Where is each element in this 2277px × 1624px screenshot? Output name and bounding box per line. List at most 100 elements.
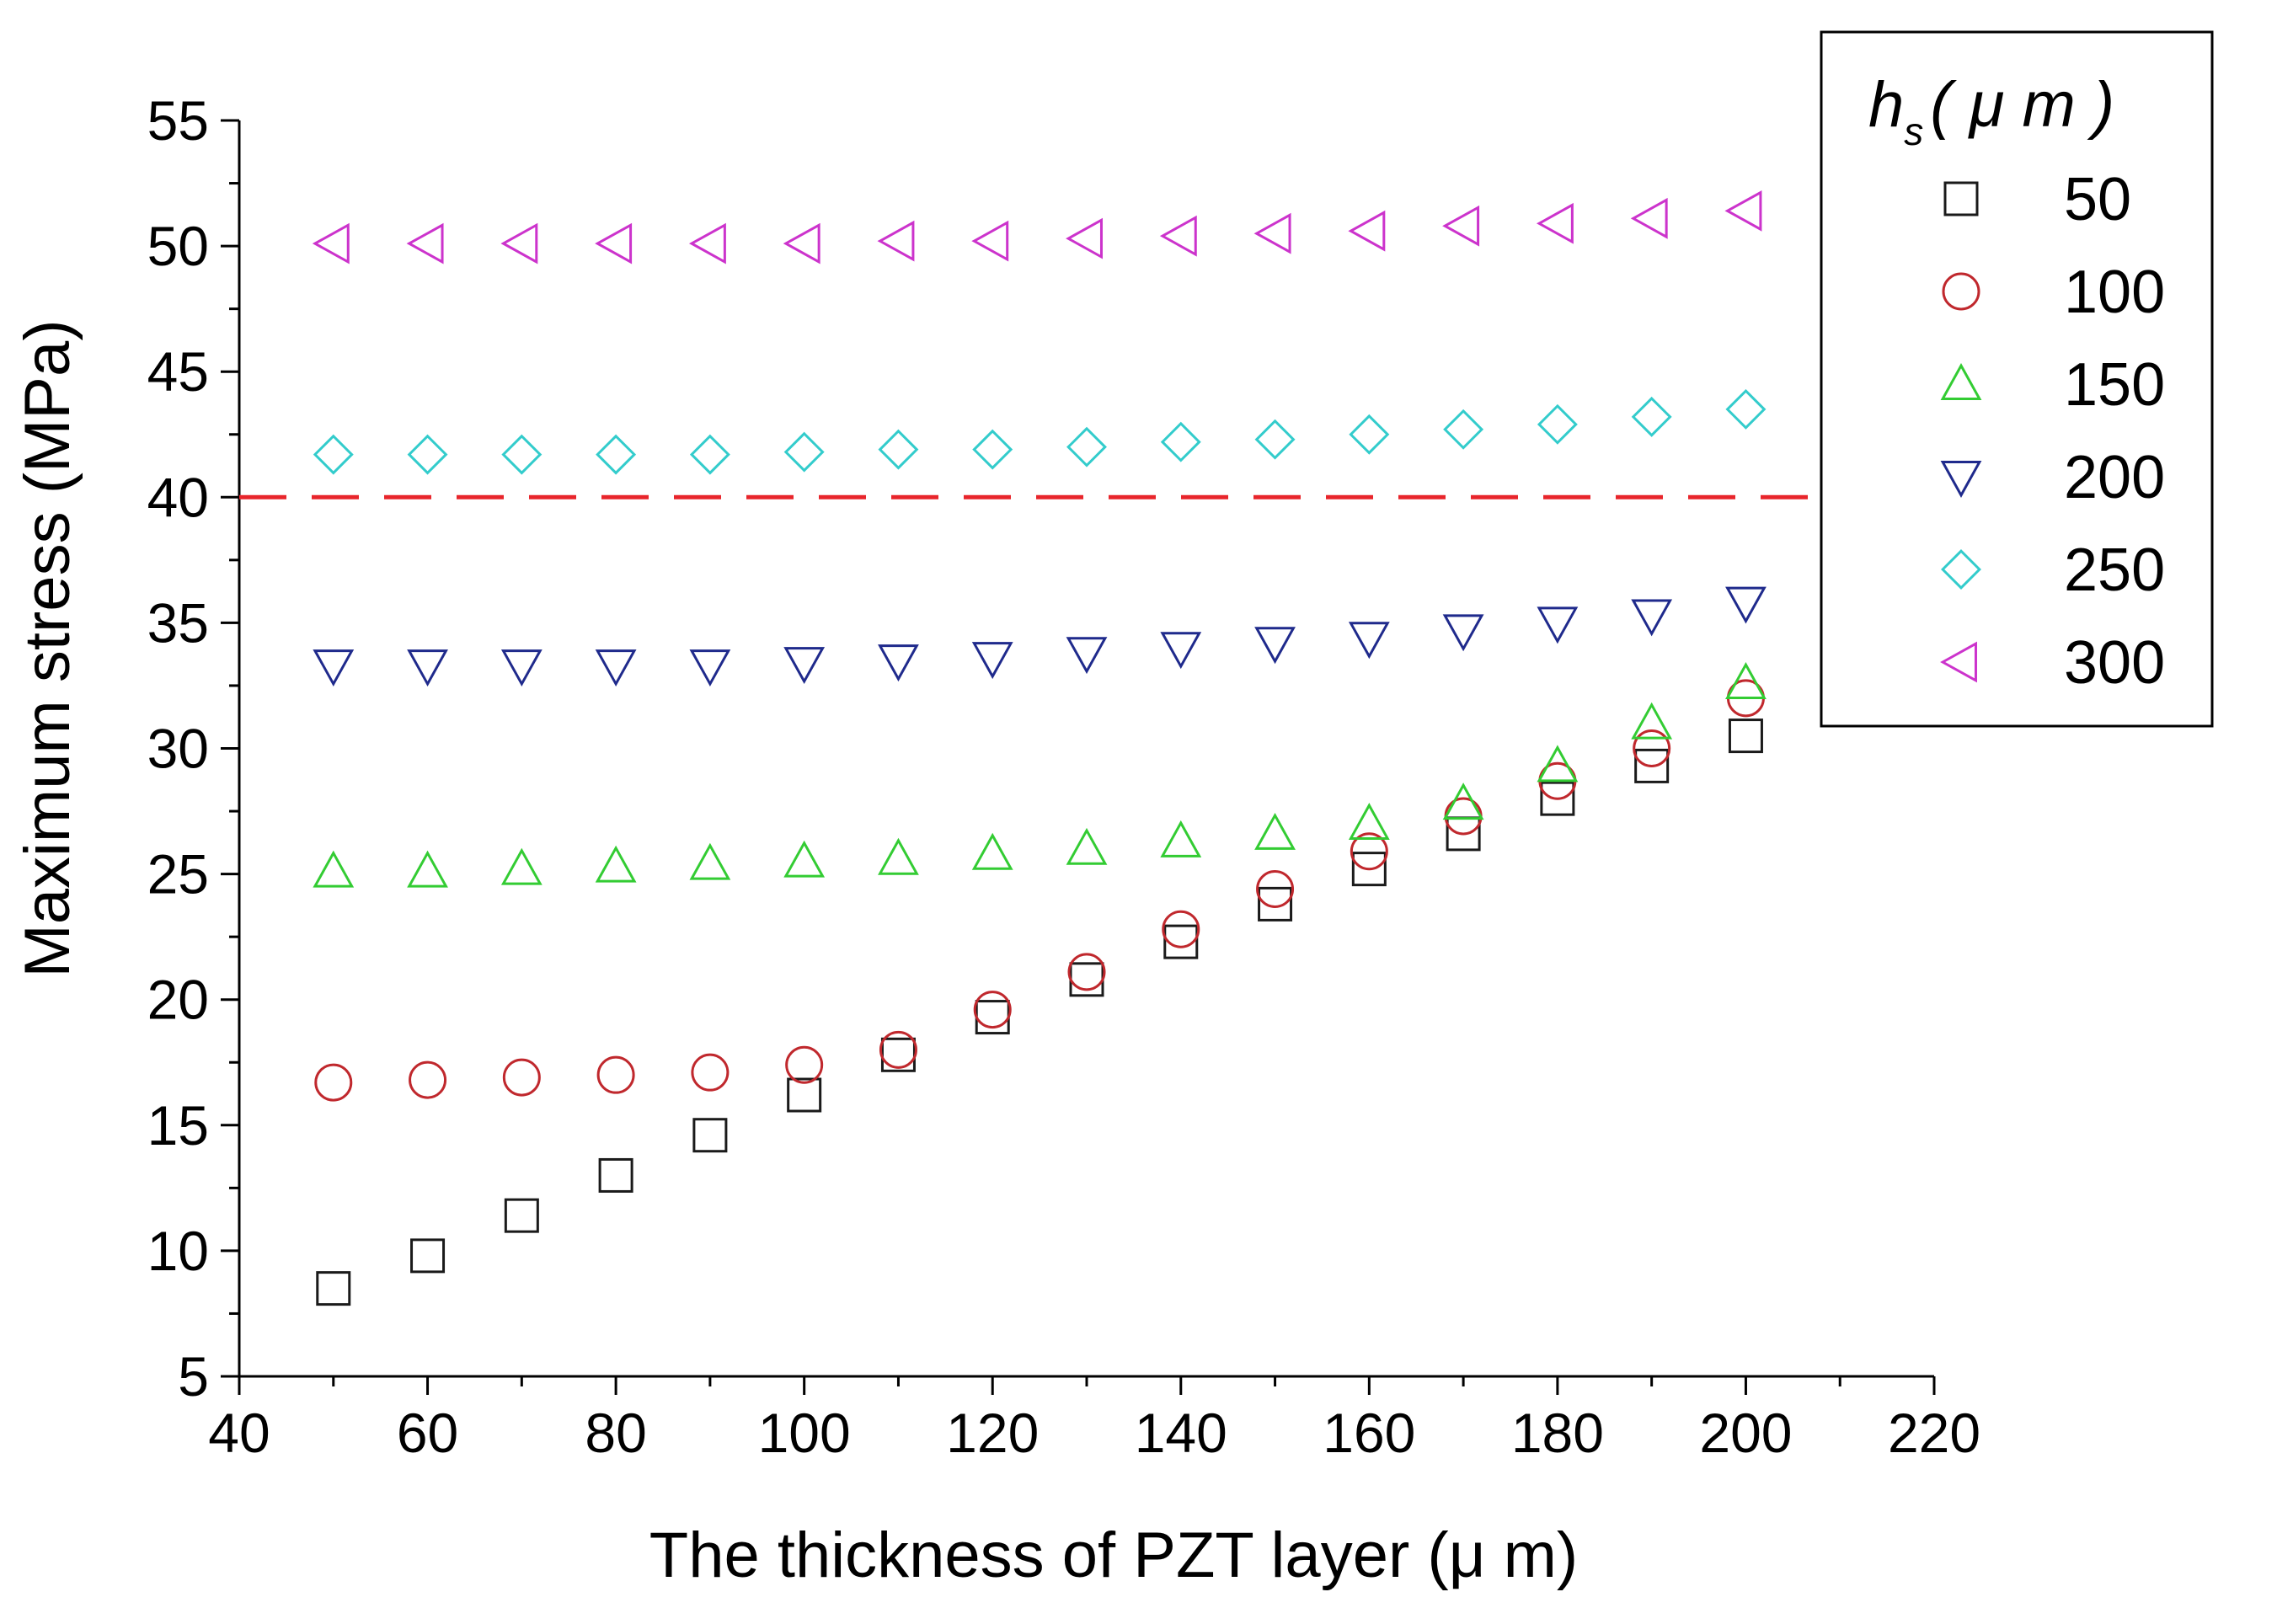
data-point (312, 222, 350, 264)
data-point (1631, 396, 1672, 437)
x-tick-label: 80 (585, 1402, 646, 1464)
data-point (1728, 719, 1763, 754)
data-point (880, 1037, 916, 1072)
data-point (596, 434, 637, 475)
legend-entry-50: 50 (1943, 166, 2131, 233)
data-point (1258, 886, 1293, 922)
x-tick-label: 120 (946, 1402, 1039, 1464)
legend-entry-200: 200 (1940, 444, 2165, 511)
data-point (501, 434, 543, 475)
data-point (783, 431, 825, 473)
data-point (500, 649, 543, 687)
data-point (971, 832, 1013, 870)
y-tick-label: 55 (147, 89, 209, 152)
legend-label: 50 (2064, 166, 2131, 233)
data-point (783, 840, 826, 878)
series-150 (313, 662, 1767, 888)
data-point (1254, 627, 1296, 665)
data-point (407, 649, 448, 687)
legend-marker (1943, 181, 1979, 216)
data-point (1444, 797, 1483, 836)
data-point (1537, 745, 1579, 783)
x-tick-label: 160 (1323, 1402, 1415, 1464)
data-point (1442, 205, 1480, 247)
data-point (1633, 729, 1671, 767)
data-point (878, 837, 919, 875)
x-axis-label: The thickness of PZT layer (μ m) (649, 1520, 1578, 1591)
data-point (504, 1198, 539, 1233)
x-tick-label: 100 (758, 1402, 851, 1464)
data-point (692, 1118, 728, 1153)
data-point (1725, 586, 1767, 624)
y-tick-label: 10 (147, 1220, 209, 1282)
data-point (877, 220, 915, 262)
y-tick-label: 15 (147, 1094, 209, 1157)
legend-marker (1940, 461, 1982, 498)
data-point (1537, 606, 1579, 644)
y-tick-label: 30 (147, 718, 209, 780)
x-tick-label: 140 (1135, 1402, 1227, 1464)
data-point (1067, 953, 1106, 991)
y-tick-label: 20 (147, 969, 209, 1031)
data-point (689, 649, 731, 687)
data-point (1162, 910, 1200, 948)
legend-title: hs( μ m ) (1868, 69, 2114, 153)
y-tick-label: 5 (178, 1345, 209, 1408)
data-point (689, 842, 731, 880)
x-tick-label: 60 (397, 1402, 458, 1464)
legend-entry-150: 150 (1940, 351, 2165, 419)
data-point (406, 222, 444, 264)
legend-box (1820, 30, 2214, 728)
data-point (407, 850, 448, 888)
series-50 (316, 719, 1763, 1306)
data-point (1256, 869, 1295, 908)
legend-label: 300 (2064, 629, 2165, 697)
data-point (1725, 662, 1767, 699)
data-point (972, 429, 1013, 470)
data-point (1159, 215, 1197, 257)
data-point (971, 220, 1009, 262)
data-point (1160, 820, 1202, 857)
data-point (1160, 632, 1202, 670)
series-300 (312, 190, 1762, 264)
data-point (1536, 202, 1574, 244)
data-point (1442, 614, 1484, 652)
y-axis-label: Maximum stress (MPa) (12, 319, 83, 977)
data-point (1724, 190, 1762, 232)
data-point (595, 845, 637, 883)
data-point (1725, 388, 1767, 430)
legend-label: 200 (2064, 444, 2165, 511)
data-point (1254, 812, 1296, 850)
data-point (316, 1271, 351, 1306)
data-point (1540, 781, 1575, 816)
data-point (971, 642, 1013, 680)
x-tick-label: 200 (1699, 1402, 1792, 1464)
data-point (313, 850, 355, 888)
data-point (783, 647, 826, 685)
data-point (1066, 217, 1103, 259)
legend-marker (1942, 272, 1980, 311)
y-tick-label: 40 (147, 466, 209, 528)
data-point (1351, 852, 1387, 887)
legend-entry-300: 300 (1940, 629, 2165, 697)
data-point (1253, 212, 1291, 254)
y-tick-label: 25 (147, 843, 209, 905)
legend-marker (1940, 363, 1982, 400)
data-point (1254, 419, 1296, 460)
data-point (783, 222, 820, 264)
legend-marker (1940, 641, 1977, 683)
x-tick-label: 40 (208, 1402, 270, 1464)
legend-label: 150 (2064, 351, 2165, 419)
x-tick-label: 180 (1511, 1402, 1604, 1464)
data-point (785, 1045, 824, 1084)
data-point (313, 649, 355, 687)
data-point (313, 434, 354, 475)
data-point (878, 429, 919, 470)
data-point (500, 222, 538, 264)
data-point (595, 222, 633, 264)
data-point (1634, 748, 1670, 783)
legend-entry-100: 100 (1942, 259, 2165, 326)
data-point (688, 222, 726, 264)
data-point (1066, 827, 1108, 865)
data-point (1066, 426, 1107, 467)
